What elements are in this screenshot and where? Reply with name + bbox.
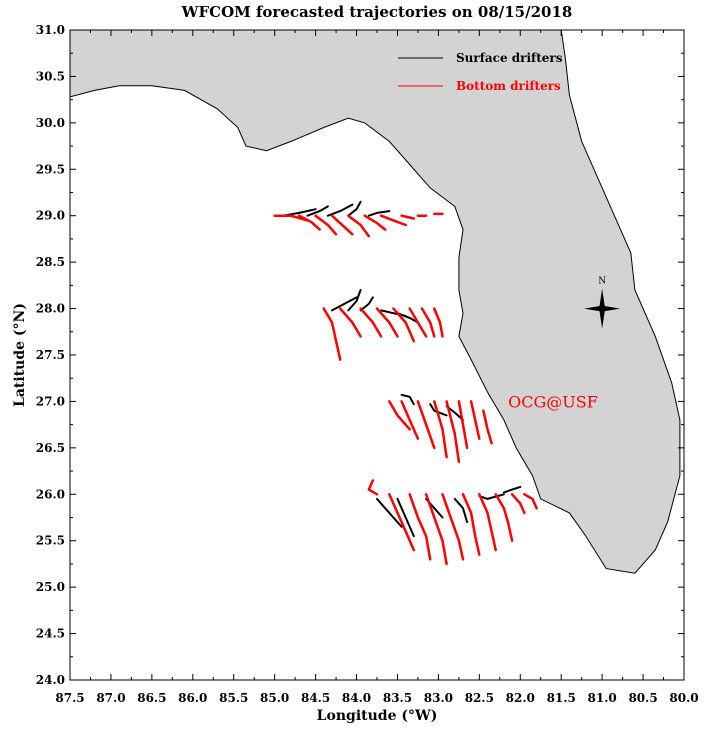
y-tick-label: 25.5	[36, 534, 65, 548]
legend: Surface drifters Bottom drifters	[398, 51, 563, 93]
surface-track-2	[326, 203, 354, 217]
y-tick-label: 28.0	[36, 302, 65, 316]
bottom-track-3	[330, 214, 354, 236]
compass-north-label: N	[598, 277, 606, 287]
bottom-track-10	[322, 307, 342, 361]
bottom-track-2	[314, 214, 338, 236]
surface-track-6	[347, 289, 362, 312]
bottom-track-24	[469, 400, 481, 440]
y-tick-label: 30.5	[36, 69, 65, 83]
bottom-track-11	[338, 307, 362, 338]
x-tick-label: 85.5	[219, 691, 248, 705]
bottom-track-13	[375, 307, 399, 338]
florida-land	[70, 30, 681, 574]
surface-track-13	[376, 497, 403, 528]
surface-track-3	[347, 200, 362, 217]
bottom-track-17	[433, 307, 444, 338]
y-tick-label: 24.0	[36, 673, 65, 687]
bottom-track-26	[367, 479, 379, 496]
y-tick-label: 25.0	[36, 580, 65, 594]
bottom-track-1	[297, 214, 321, 231]
bottom-track-25	[482, 409, 493, 445]
bottom-track-30	[441, 493, 465, 561]
y-tick-label: 26.5	[36, 441, 65, 455]
surface-track-18	[502, 485, 522, 494]
bottom-track-19	[400, 400, 420, 440]
bottom-track-14	[392, 307, 416, 343]
series-surface	[281, 200, 522, 538]
y-axis-label: Latitude (°N)	[12, 303, 28, 407]
x-tick-label: 84.0	[342, 691, 371, 705]
bottom-track-15	[408, 307, 428, 338]
x-tick-label: 82.0	[506, 691, 535, 705]
compass-rose-icon: N	[584, 277, 621, 329]
bottom-track-22	[445, 400, 461, 464]
bottom-track-6	[379, 214, 407, 227]
x-tick-label: 83.0	[424, 691, 453, 705]
bottom-track-20	[416, 400, 436, 450]
bottom-track-18	[388, 400, 411, 431]
bottom-track-32	[478, 493, 497, 552]
x-tick-label: 80.0	[669, 691, 698, 705]
x-tick-label: 86.0	[178, 691, 207, 705]
y-tick-label: 26.0	[36, 487, 65, 501]
y-tick-label: 29.5	[36, 162, 65, 176]
x-tick-label: 84.5	[301, 691, 330, 705]
x-tick-label: 87.0	[96, 691, 125, 705]
x-tick-label: 87.5	[55, 691, 84, 705]
surface-track-11	[429, 403, 448, 417]
bottom-track-16	[420, 307, 436, 338]
y-axis-ticks: 24.0 24.5 25.0 25.5 26.0 26.5 27.0 27.5 28.0 28.5…	[36, 23, 684, 687]
bottom-track-21	[433, 400, 448, 459]
bottom-track-23	[457, 400, 469, 450]
surface-track-5	[331, 296, 358, 312]
y-tick-label: 27.0	[36, 394, 65, 408]
y-tick-label: 29.0	[36, 209, 65, 223]
ocg-usf-annotation: OCG@USF	[508, 392, 598, 411]
x-tick-label: 86.5	[137, 691, 166, 705]
x-tick-label: 81.5	[547, 691, 576, 705]
legend-label-bottom: Bottom drifters	[456, 79, 561, 93]
bottom-track-29	[424, 493, 448, 566]
bottom-track-27	[388, 493, 416, 552]
plot-area	[69, 29, 685, 681]
surface-track-7	[359, 296, 374, 312]
chart-title: WFCOM forecasted trajectories on 08/15/2…	[181, 3, 573, 21]
bottom-track-34	[510, 493, 526, 515]
surface-track-10	[400, 393, 415, 406]
bottom-track-7	[400, 214, 416, 220]
y-tick-label: 27.5	[36, 348, 65, 362]
x-tick-label: 82.5	[465, 691, 494, 705]
bottom-track-4	[347, 214, 371, 238]
legend-label-surface: Surface drifters	[456, 51, 563, 65]
y-tick-label: 24.5	[36, 627, 65, 641]
x-axis-label: Longitude (°W)	[317, 708, 438, 724]
bottom-track-12	[359, 307, 383, 338]
x-tick-label: 85.0	[260, 691, 289, 705]
drifter-tracks	[273, 200, 538, 566]
x-tick-label: 80.5	[628, 691, 657, 705]
bottom-track-33	[494, 493, 514, 542]
x-tick-label: 83.5	[383, 691, 412, 705]
bottom-track-35	[523, 493, 538, 510]
bottom-track-0	[273, 214, 309, 222]
bottom-track-28	[408, 493, 432, 561]
surface-track-16	[453, 497, 469, 524]
compass-ew-needle	[584, 305, 621, 312]
y-tick-label: 30.0	[36, 116, 65, 130]
y-tick-label: 28.5	[36, 255, 65, 269]
x-axis-ticks: 87.5 87.0 86.5 86.0 85.5 85.0 84.5 84.0 83.5 83.0…	[55, 30, 699, 705]
surface-track-9	[396, 312, 419, 324]
surface-track-4	[367, 210, 391, 217]
bottom-track-5	[363, 214, 387, 231]
series-bottom	[273, 212, 538, 566]
x-tick-label: 81.0	[588, 691, 617, 705]
surface-track-17	[478, 493, 505, 500]
y-tick-label: 31.0	[36, 23, 65, 37]
surface-track-1	[306, 205, 329, 217]
surface-track-14	[396, 497, 415, 538]
bottom-track-31	[461, 493, 481, 556]
